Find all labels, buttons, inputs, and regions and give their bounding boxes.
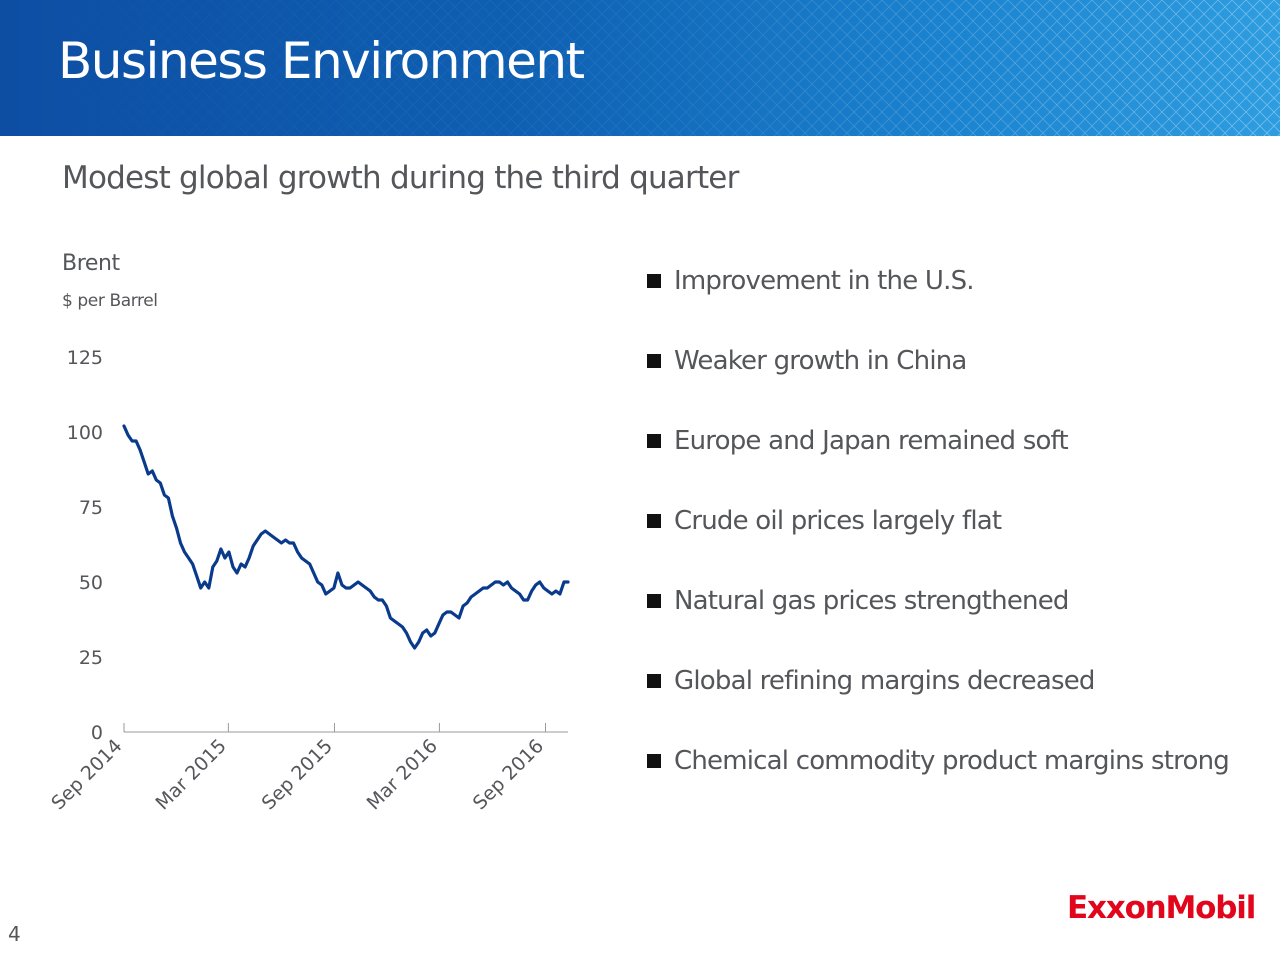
x-tick-label: Mar 2015	[152, 735, 231, 814]
square-bullet-icon	[647, 274, 661, 288]
y-tick-label: 100	[67, 422, 103, 444]
bullet-item: Europe and Japan remained soft	[646, 422, 1266, 502]
slide-subtitle: Modest global growth during the third qu…	[62, 160, 739, 196]
header-banner: Business Environment	[0, 0, 1280, 136]
page-title: Business Environment	[58, 32, 585, 90]
series-layer	[122, 424, 570, 650]
y-tick-label: 75	[79, 497, 103, 519]
bullet-item: Weaker growth in China	[646, 342, 1266, 422]
square-bullet-icon	[647, 674, 661, 688]
bullet-text: Improvement in the U.S.	[674, 266, 975, 296]
bullet-text: Global refining margins decreased	[674, 666, 1095, 696]
x-tick-label: Sep 2016	[469, 735, 548, 814]
y-tick-label: 25	[79, 647, 103, 669]
bullet-text: Chemical commodity product margins stron…	[674, 746, 1230, 776]
bullet-text: Europe and Japan remained soft	[674, 426, 1069, 456]
square-bullet-icon	[647, 594, 661, 608]
brent-price-chart: 125 100 75 50 25 0 Sep 2014 Mar 2015 Sep 2015 Ma…	[47, 347, 570, 814]
x-tick-label: Sep 2014	[47, 735, 126, 814]
x-tick-label: Mar 2016	[363, 735, 442, 814]
bullet-item: Natural gas prices strengthened	[646, 582, 1266, 662]
square-bullet-icon	[647, 434, 661, 448]
y-tick-label: 50	[79, 572, 103, 594]
bullet-text: Crude oil prices largely flat	[674, 506, 1002, 536]
bullet-item: Global refining margins decreased	[646, 662, 1266, 742]
square-bullet-icon	[647, 754, 661, 768]
y-axis-ticks: 125 100 75 50 25 0	[67, 347, 103, 744]
bullet-item: Improvement in the U.S.	[646, 262, 1266, 342]
exxonmobil-logo: ExxonMobil	[1067, 890, 1256, 926]
y-tick-label: 0	[91, 722, 103, 744]
square-bullet-icon	[647, 514, 661, 528]
brent-price-line	[122, 424, 570, 650]
square-bullet-icon	[647, 354, 661, 368]
chart-title: Brent	[62, 251, 120, 276]
x-tick-label: Sep 2015	[258, 735, 337, 814]
header-pattern	[0, 0, 1280, 136]
page-number: 4	[8, 922, 21, 946]
x-axis-ticks: Sep 2014 Mar 2015 Sep 2015 Mar 2016 Sep 2016	[47, 723, 548, 814]
bullet-list: Improvement in the U.S. Weaker growth in …	[646, 262, 1266, 822]
bullet-text: Natural gas prices strengthened	[674, 586, 1069, 616]
chart-y-unit-label: $ per Barrel	[62, 291, 158, 311]
bullet-item: Crude oil prices largely flat	[646, 502, 1266, 582]
bullet-text: Weaker growth in China	[674, 346, 967, 376]
bullet-item: Chemical commodity product margins stron…	[646, 742, 1266, 822]
y-tick-label: 125	[67, 347, 103, 369]
